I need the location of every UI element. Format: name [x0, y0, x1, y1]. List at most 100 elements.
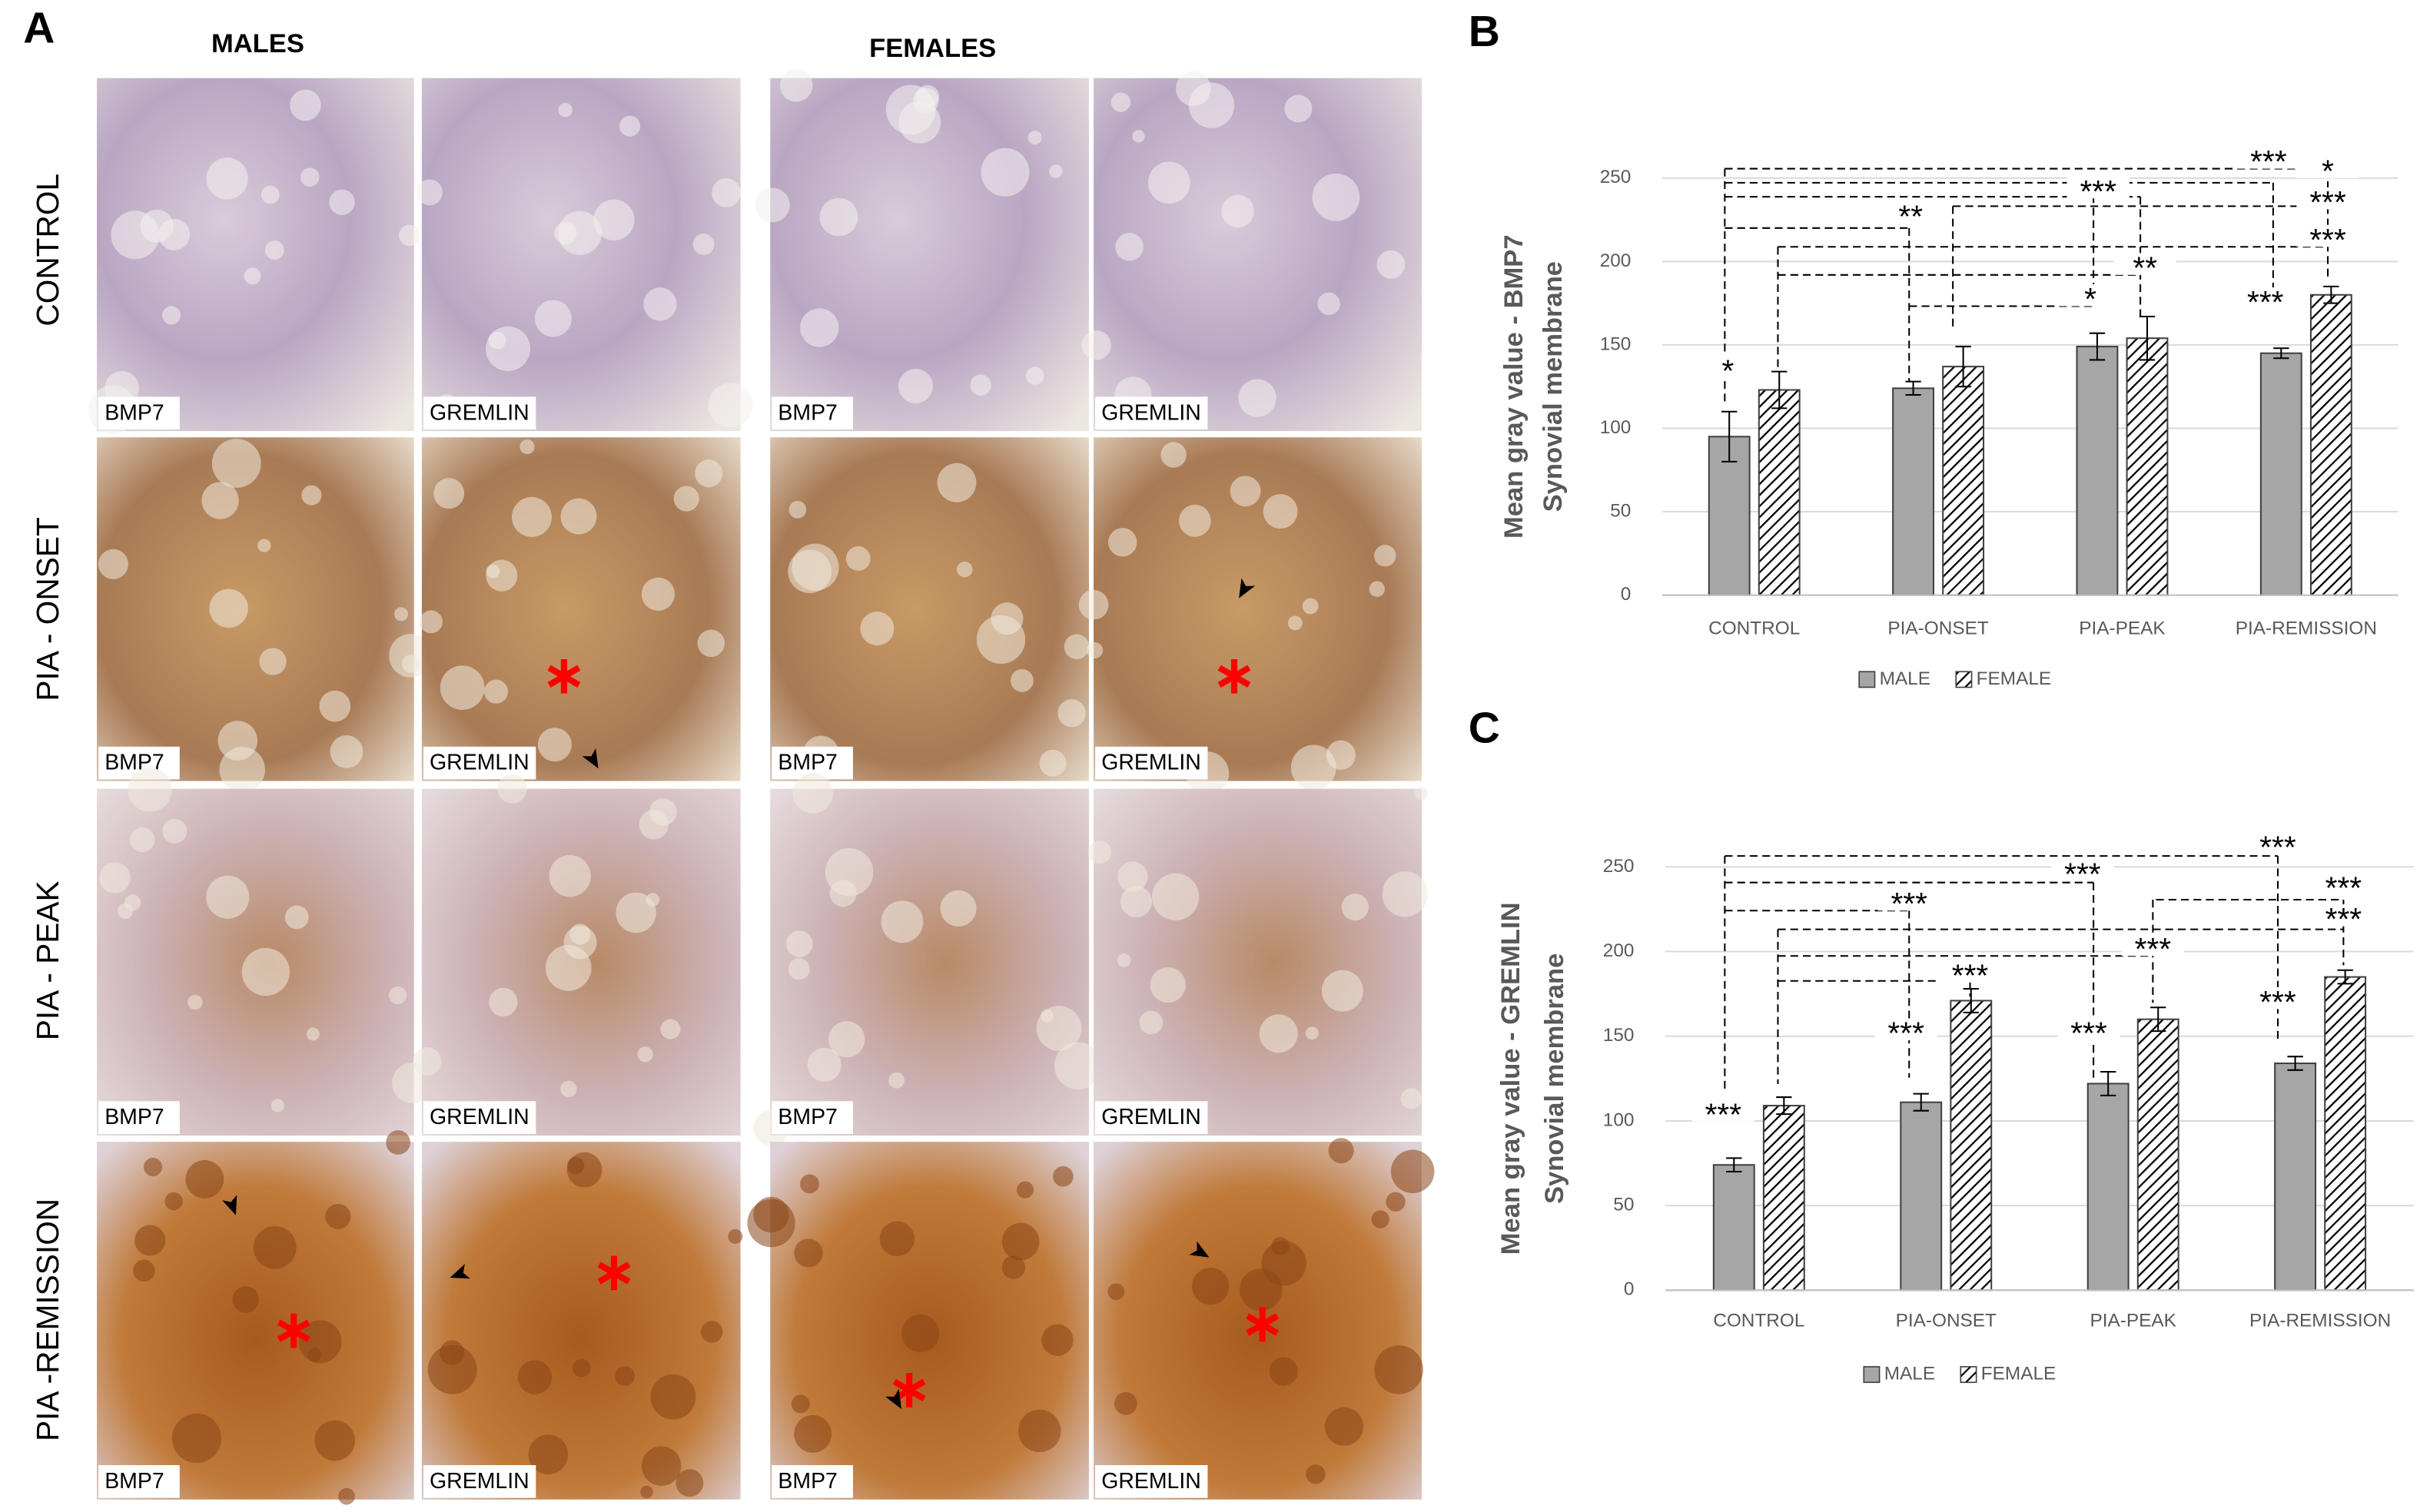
- tissue-texture: [1053, 1166, 1074, 1187]
- tile-label-bg: [772, 1101, 853, 1134]
- tissue-texture: [1414, 787, 1429, 801]
- tissue-texture: [788, 958, 810, 980]
- tissue-texture: [1114, 1391, 1137, 1415]
- tissue-texture: [981, 148, 1030, 197]
- tissue-texture: [307, 1347, 322, 1362]
- tissue-texture: [1341, 894, 1369, 921]
- tissue-texture: [1284, 94, 1313, 123]
- tile-label-bg: [423, 1101, 536, 1134]
- tissue-texture: [211, 439, 261, 488]
- bar: [2076, 346, 2119, 596]
- tissue-texture: [860, 612, 895, 646]
- legend-swatch: [1955, 671, 1973, 688]
- y-tick-label: 50: [1613, 1195, 1634, 1215]
- tissue-texture: [401, 655, 420, 673]
- bar: [2126, 337, 2169, 596]
- tissue-texture: [788, 501, 807, 519]
- tissue-texture: [433, 478, 465, 509]
- tissue-texture: [1306, 1464, 1326, 1484]
- tissue-texture: [1054, 1042, 1102, 1090]
- micrograph: [97, 1142, 414, 1500]
- tile-label: BMP7: [105, 1105, 164, 1129]
- tissue-texture: [99, 862, 131, 894]
- red-asterisk: [277, 1319, 310, 1342]
- annotation-bg: [2057, 1018, 2120, 1041]
- charts: 0 50 100 150 200 250 Mean gray value - BMP7 Syn…: [1496, 144, 2414, 1384]
- micrograph: [1094, 788, 1422, 1136]
- tissue-texture: [640, 1485, 653, 1499]
- error-bar: [2287, 1056, 2303, 1071]
- tissue-texture: [1324, 1407, 1363, 1446]
- tissue-texture: [217, 721, 258, 761]
- tissue-texture: [785, 930, 813, 958]
- tissue-texture: [232, 1286, 260, 1313]
- annotation-bg: [1691, 1099, 1754, 1122]
- micrograph: [421, 1142, 741, 1500]
- tissue-texture: [325, 1203, 351, 1229]
- tissue-texture: [486, 564, 500, 579]
- error-bar: [1963, 988, 1979, 1013]
- y-axis-label: Mean gray value - BMP7: [1499, 234, 1529, 539]
- tile-label-bg: [423, 396, 536, 430]
- tissue-texture: [937, 463, 977, 502]
- tissue-texture: [560, 498, 597, 535]
- annotation-bg: [1879, 201, 1942, 224]
- red-asterisk: [1246, 1313, 1280, 1336]
- tissue-texture: [1312, 174, 1360, 221]
- tissue-texture: [537, 728, 572, 762]
- y-axis-label: Mean gray value - GREMLIN: [1496, 902, 1525, 1255]
- tissue-texture: [330, 734, 363, 768]
- annotation-bg: [2051, 859, 2114, 881]
- bar: [1712, 1164, 1755, 1292]
- annotation-bg: [1696, 356, 1760, 378]
- error-bar: [1905, 380, 1921, 396]
- tissue-texture: [1151, 873, 1200, 920]
- arrow: [885, 1388, 901, 1409]
- y-tick-label: 250: [1600, 167, 1632, 187]
- tile-label: BMP7: [105, 400, 164, 425]
- significance: ***: [2259, 984, 2296, 1020]
- tissue-texture: [419, 610, 443, 634]
- micrograph: [97, 437, 414, 781]
- error-bar: [1955, 346, 1971, 388]
- tissue-texture: [794, 1238, 823, 1268]
- tissue-texture: [712, 178, 741, 207]
- tissue-texture: [264, 240, 284, 260]
- row-label: PIA - ONSET: [30, 517, 65, 701]
- error-bar: [2139, 315, 2156, 361]
- tile-label: GREMLIN: [1101, 400, 1201, 425]
- tissue-texture: [554, 221, 577, 245]
- tissue-texture: [206, 875, 250, 919]
- tissue-texture: [1371, 1210, 1389, 1228]
- annotation-bg: [2312, 904, 2375, 927]
- bar: [2259, 352, 2302, 596]
- tissue-texture: [483, 679, 509, 704]
- bar: [2086, 1083, 2130, 1292]
- tile-label-bg: [1095, 396, 1208, 430]
- tile-label-bg: [423, 746, 536, 780]
- tissue-texture: [1026, 366, 1044, 385]
- tissue-texture: [1328, 1138, 1354, 1164]
- tissue-texture: [641, 577, 676, 611]
- tissue-texture: [209, 589, 248, 628]
- tissue-texture: [566, 1156, 585, 1175]
- y-axis-label: Synovial membrane: [1540, 953, 1569, 1204]
- significance: *: [2084, 281, 2096, 317]
- legend-label: MALE: [1884, 1364, 1935, 1384]
- tissue-texture: [1192, 1267, 1230, 1305]
- tissue-texture: [301, 485, 322, 506]
- tissue-texture: [791, 1394, 810, 1414]
- tissue-texture: [1147, 161, 1190, 204]
- annotation-bg: [2113, 253, 2176, 275]
- tissue-texture: [417, 179, 443, 206]
- tissue-texture: [253, 1225, 297, 1269]
- tissue-texture: [1001, 1255, 1026, 1279]
- tissue-texture: [1259, 1014, 1298, 1053]
- red-asterisk: [597, 1262, 631, 1285]
- tissue-texture: [1271, 1237, 1290, 1256]
- annotation-bg: [2121, 933, 2185, 957]
- tissue-texture: [1087, 642, 1104, 658]
- tissue-texture: [1376, 250, 1406, 279]
- tile-label: GREMLIN: [430, 1105, 529, 1129]
